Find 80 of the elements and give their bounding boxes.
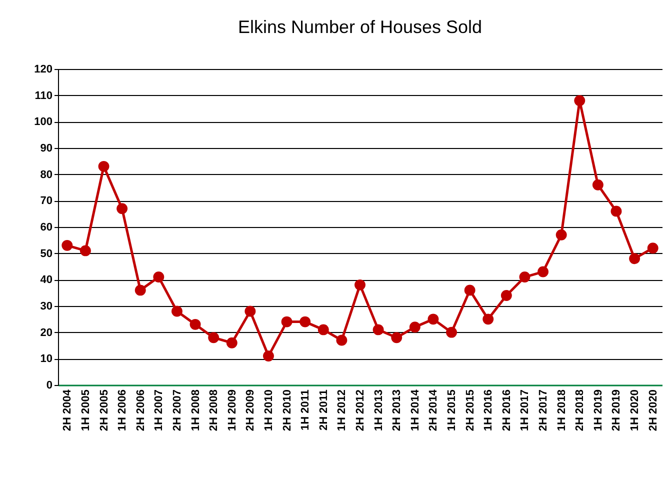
point [482,314,494,325]
point [556,229,567,240]
point [208,332,220,344]
point [80,245,91,256]
x-tick-label: 2H 2009 [244,390,257,432]
y-tick-label: 110 [34,90,52,102]
x-tick-label: 1H 2009 [226,390,238,432]
y-tick-label: 70 [40,195,52,208]
point [409,322,420,333]
x-tick-label: 2H 2011 [318,390,330,430]
x-tick-label: 2H 2016 [500,390,513,432]
point [464,284,476,296]
y-tick-label: 80 [40,168,52,181]
x-tick-label: 2H 2013 [391,390,404,432]
y-tick-label: 0 [46,380,52,392]
y-tick-label: 40 [40,274,52,286]
x-tick-label: 2H 2010 [281,390,294,432]
point [318,324,329,336]
x-tick-label: 2H 2008 [208,390,220,432]
point [574,95,586,106]
y-tick-label: 120 [34,64,52,76]
x-tick-label: 2H 2019 [610,390,623,432]
y-tick-label: 60 [40,222,52,234]
point [190,318,201,330]
x-tick-label: 1H 2008 [190,390,202,432]
y-tick-label: 90 [40,142,52,154]
y-tick-label: 50 [40,248,52,260]
x-tick-label: 1H 2017 [519,390,532,432]
chart-title: Elkins Number of Houses Sold [238,17,482,37]
x-tick-label: 2H 2007 [171,390,184,432]
y-tick-label: 20 [40,326,52,339]
point [647,242,658,254]
point [372,324,384,336]
point [62,240,73,251]
x-tick-label: 2H 2017 [538,390,550,432]
point [300,316,311,328]
x-tick-label: 2H 2005 [98,390,110,432]
x-tick-label: 1H 2016 [482,390,495,432]
x-tick-label: 1H 2011 [300,390,312,430]
point [244,306,256,317]
x-tick-label: 1H 2019 [592,390,604,432]
point [281,316,292,328]
point [226,337,238,348]
point [610,206,622,217]
x-tick-label: 1H 2013 [372,390,385,432]
x-tick-label: 1H 2020 [629,390,642,432]
point [116,203,128,214]
point [171,306,182,317]
point [428,314,439,325]
point [336,334,348,346]
point [391,332,402,344]
point [153,272,164,282]
y-tick-label: 10 [40,353,52,366]
x-tick-label: 2H 2018 [574,390,586,432]
x-tick-label: 1H 2006 [116,390,129,432]
x-tick-label: 2H 2006 [134,390,147,432]
x-tick-label: 1H 2018 [556,390,568,432]
point [500,290,512,301]
x-tick-label: 2H 2020 [647,390,660,432]
x-tick-label: 1H 2007 [153,390,166,432]
point [592,179,604,190]
x-tick-label: 2H 2015 [464,390,476,432]
x-tick-label: 1H 2012 [336,390,348,432]
x-tick-label: 1H 2015 [446,390,458,432]
point [446,326,457,338]
point [263,350,274,362]
point [519,272,530,282]
point [98,160,110,172]
x-tick-label: 2H 2014 [428,388,440,432]
x-tick-label: 1H 2010 [262,390,275,432]
point [134,284,146,296]
point [354,279,366,290]
y-tick-label: 100 [34,116,52,128]
x-tick-label: 2H 2012 [354,390,366,432]
point [629,253,640,264]
x-tick-label: 1H 2005 [80,390,92,432]
y-tick-label: 30 [40,300,52,312]
point [538,266,549,278]
x-tick-label: 1H 2014 [409,388,422,432]
x-tick-label: 2H 2004 [62,388,74,432]
